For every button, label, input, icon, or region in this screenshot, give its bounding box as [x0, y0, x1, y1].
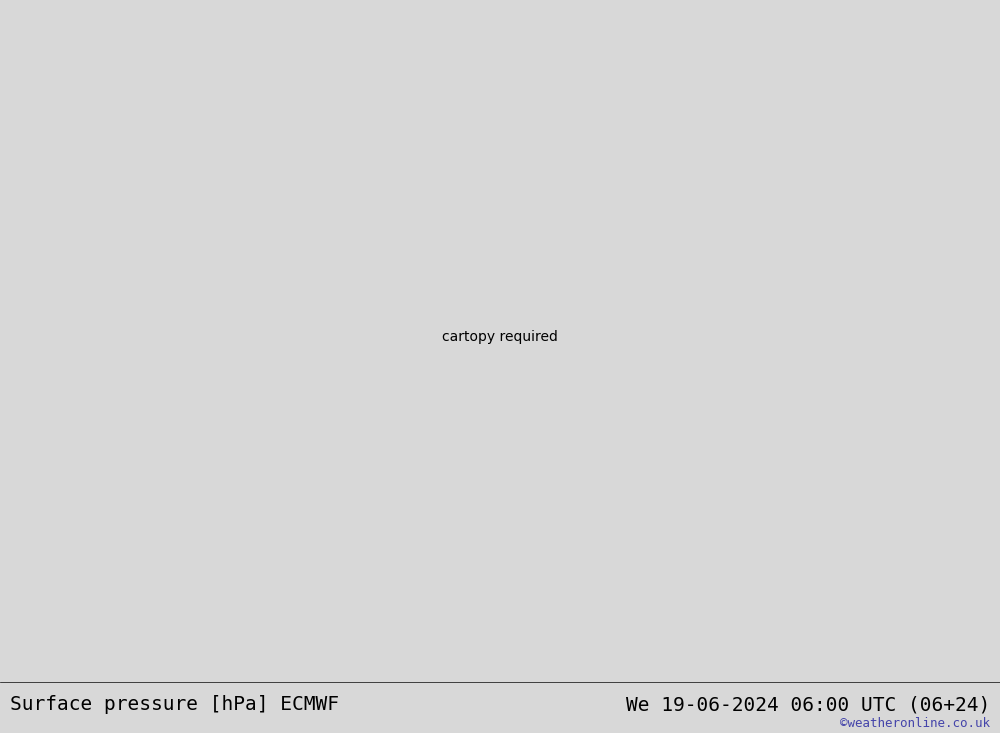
Text: cartopy required: cartopy required	[442, 330, 558, 344]
Text: ©weatheronline.co.uk: ©weatheronline.co.uk	[840, 718, 990, 730]
Text: Surface pressure [hPa] ECMWF: Surface pressure [hPa] ECMWF	[10, 696, 339, 714]
Text: We 19-06-2024 06:00 UTC (06+24): We 19-06-2024 06:00 UTC (06+24)	[626, 696, 990, 714]
